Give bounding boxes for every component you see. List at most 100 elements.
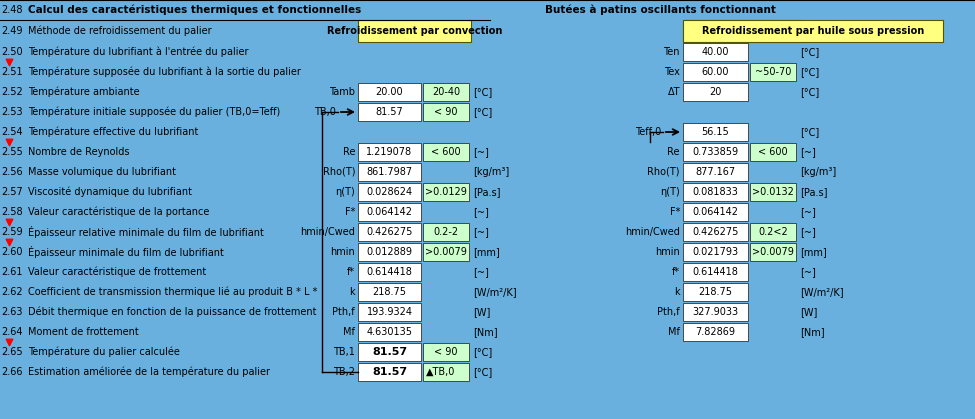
Text: Mf: Mf [668,327,680,337]
Bar [683,243,748,261]
Bar [358,323,421,341]
Bar [423,343,469,361]
Text: [~]: [~] [473,147,488,157]
Text: Épaisseur minimale du film de lubrifiant: Épaisseur minimale du film de lubrifiant [28,246,224,258]
Bar [358,183,421,201]
Text: 2.65: 2.65 [1,347,22,357]
Text: Méthode de refroidissement du palier: Méthode de refroidissement du palier [28,26,212,36]
Text: Débit thermique en fonction de la puissance de frottement: Débit thermique en fonction de la puissa… [28,307,317,317]
Text: Épaisseur relative minimale du film de lubrifiant: Épaisseur relative minimale du film de l… [28,226,264,238]
Text: 218.75: 218.75 [698,287,732,297]
Bar [358,223,421,241]
Text: 2.54: 2.54 [1,127,22,137]
Text: [~]: [~] [473,267,488,277]
Text: >0.0079: >0.0079 [752,247,794,257]
Text: Re: Re [342,147,355,157]
Text: hmin/Cwed: hmin/Cwed [300,227,355,237]
Text: 0.064142: 0.064142 [692,207,738,217]
Text: Température ambiante: Température ambiante [28,87,139,97]
Text: f*: f* [672,267,680,277]
Text: Température du lubrifiant à l'entrée du palier: Température du lubrifiant à l'entrée du … [28,47,249,57]
Text: [~]: [~] [800,267,816,277]
Bar [358,83,421,101]
Text: [°C]: [°C] [473,87,492,97]
Bar [683,123,748,141]
Text: [°C]: [°C] [800,47,819,57]
Text: [Nm]: [Nm] [473,327,497,337]
Text: >0.0129: >0.0129 [425,187,467,197]
Text: Température supposée du lubrifiant à la sortie du palier: Température supposée du lubrifiant à la … [28,67,301,77]
Text: Tamb: Tamb [329,87,355,97]
Text: 2.57: 2.57 [1,187,22,197]
Text: Coefficient de transmission thermique lié au produit B * L *: Coefficient de transmission thermique li… [28,287,318,297]
Bar [423,83,469,101]
Bar [423,183,469,201]
Text: η(T): η(T) [660,187,680,197]
Point [1,139,17,145]
Text: [~]: [~] [800,147,816,157]
Bar [750,183,796,201]
Text: < 600: < 600 [759,147,788,157]
Bar [358,20,471,42]
Text: Nombre de Reynolds: Nombre de Reynolds [28,147,130,157]
Bar [423,103,469,121]
Text: 2.60: 2.60 [1,247,22,257]
Text: 2.52: 2.52 [1,87,22,97]
Text: [°C]: [°C] [473,347,492,357]
Bar [423,243,469,261]
Text: 81.57: 81.57 [371,367,408,377]
Text: Ten: Ten [664,47,680,57]
Bar [683,83,748,101]
Text: [kg/m³]: [kg/m³] [473,167,509,177]
Text: [kg/m³]: [kg/m³] [800,167,837,177]
Bar [683,223,748,241]
Text: Température initiale supposée du palier (TB,0=Teff): Température initiale supposée du palier … [28,107,280,117]
Text: F*: F* [670,207,680,217]
Text: [mm]: [mm] [800,247,827,257]
Text: 2.48: 2.48 [1,5,22,15]
Text: 2.53: 2.53 [1,107,22,117]
Text: f*: f* [347,267,355,277]
Text: 2.49: 2.49 [1,26,22,36]
Text: Butées à patins oscillants fonctionnant: Butées à patins oscillants fonctionnant [545,5,776,15]
Text: 0.021793: 0.021793 [692,247,739,257]
Bar [423,143,469,161]
Text: Refroidissement par convection: Refroidissement par convection [327,26,502,36]
Text: Masse volumique du lubrifiant: Masse volumique du lubrifiant [28,167,176,177]
Point [1,219,17,225]
Bar [683,43,748,61]
Bar [683,143,748,161]
Text: Valeur caractéristique de la portance: Valeur caractéristique de la portance [28,207,210,217]
Bar [750,223,796,241]
Text: 40.00: 40.00 [702,47,729,57]
Text: 2.59: 2.59 [1,227,22,237]
Text: Température effective du lubrifiant: Température effective du lubrifiant [28,127,198,137]
Bar [358,243,421,261]
Text: 0.426275: 0.426275 [367,227,412,237]
Text: ΔT: ΔT [668,87,680,97]
Text: Mf: Mf [343,327,355,337]
Bar [683,63,748,81]
Text: Re: Re [668,147,680,157]
Text: hmin: hmin [331,247,355,257]
Text: hmin/Cwed: hmin/Cwed [625,227,680,237]
Text: 0.012889: 0.012889 [367,247,412,257]
Text: 0.081833: 0.081833 [692,187,738,197]
Text: [~]: [~] [800,207,816,217]
Text: 2.56: 2.56 [1,167,22,177]
Bar [358,283,421,301]
Text: 0.614418: 0.614418 [692,267,738,277]
Text: Valeur caractéristique de frottement: Valeur caractéristique de frottement [28,267,207,277]
Text: 20-40: 20-40 [432,87,460,97]
Text: TB,0: TB,0 [314,107,336,117]
Text: Viscosité dynamique du lubrifiant: Viscosité dynamique du lubrifiant [28,187,192,197]
Point [1,339,17,345]
Text: 81.57: 81.57 [371,347,408,357]
Text: [~]: [~] [800,227,816,237]
Text: [Pa.s]: [Pa.s] [800,187,828,197]
Text: k: k [349,287,355,297]
Bar [683,203,748,221]
Text: 0.2<2: 0.2<2 [759,227,788,237]
Bar [683,183,748,201]
Bar [750,143,796,161]
